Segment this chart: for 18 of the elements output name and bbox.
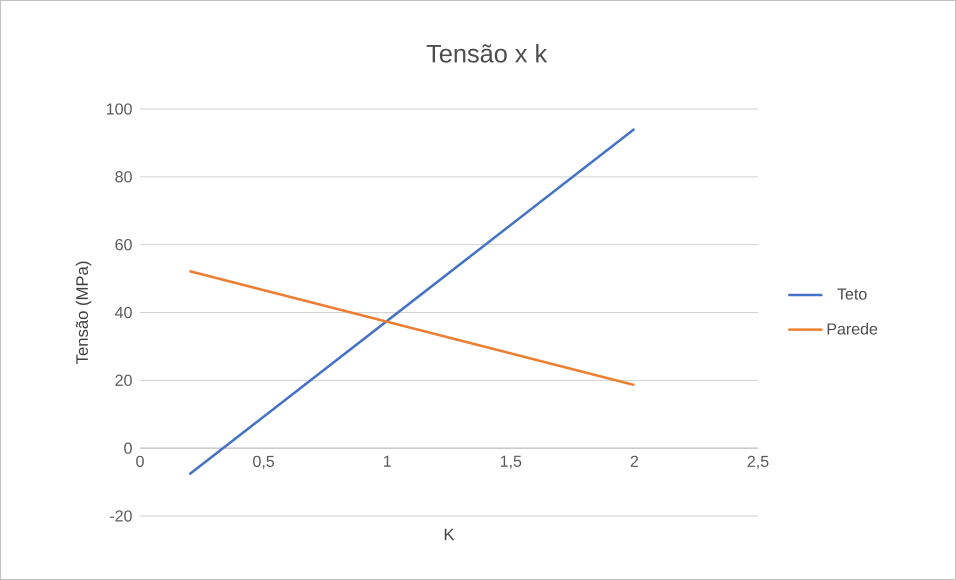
x-tick-label: 2,5 [748,456,768,469]
x-axis-title: K [444,528,454,540]
y-tick-label: 100 [106,103,132,115]
legend-label: Teto [837,288,867,300]
y-tick-label: 0 [124,442,132,454]
y-tick-label: 40 [115,306,132,318]
x-tick-label: 1 [384,456,391,467]
x-tick-label: 1,5 [500,456,522,469]
y-tick-label: 60 [115,238,132,250]
legend-label: Parede [828,322,878,335]
y-tick-label: -20 [110,510,132,522]
x-tick-label: 0,5 [253,456,274,469]
y-tick-label: 20 [115,374,132,386]
y-axis-title: Tensão (MPa) [76,262,92,364]
chart-title: Tensão x k [426,44,548,63]
x-tick-label: 2 [630,456,638,467]
y-tick-label: 80 [115,171,132,182]
x-tick-label: 0 [136,456,144,468]
